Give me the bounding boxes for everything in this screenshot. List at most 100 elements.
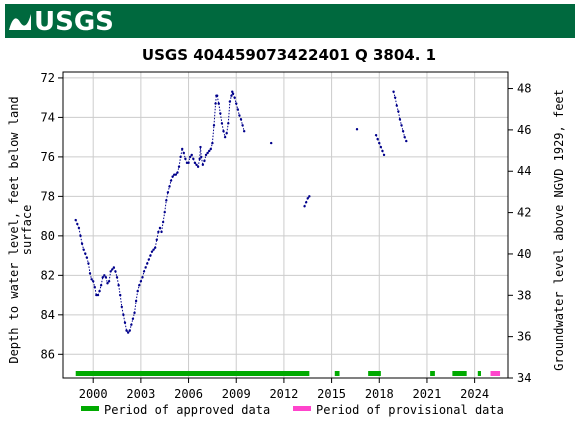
data-point <box>141 276 144 279</box>
x-tick-label: 2000 <box>79 387 108 401</box>
legend-approved-label: Period of approved data <box>104 403 270 417</box>
data-point <box>241 124 244 127</box>
x-tick-label: 2024 <box>460 387 489 401</box>
series-segment <box>165 192 169 201</box>
series-segment <box>79 235 83 244</box>
y-left-tick-label: 76 <box>41 150 55 164</box>
series-segment <box>94 287 97 296</box>
y-right-tick-label: 48 <box>517 82 531 96</box>
data-point <box>304 201 308 204</box>
data-point <box>146 262 149 265</box>
data-point <box>209 147 213 151</box>
approval-bar-approved <box>430 371 435 376</box>
data-point <box>184 157 187 161</box>
series-segment <box>199 146 201 159</box>
legend: Period of approved data Period of provis… <box>81 403 504 417</box>
data-point <box>82 248 85 251</box>
series-segment <box>226 123 229 134</box>
data-point <box>217 102 220 105</box>
data-point <box>76 222 79 226</box>
data-point <box>104 276 108 279</box>
series-segment <box>213 103 217 126</box>
data-point <box>74 218 77 222</box>
series-segment <box>161 221 164 232</box>
data-point <box>220 122 224 125</box>
data-point <box>215 94 219 97</box>
data-point <box>188 155 192 159</box>
data-point <box>374 133 378 137</box>
data-point <box>236 108 240 111</box>
data-point <box>199 145 202 149</box>
data-point <box>152 248 155 251</box>
series-segment <box>200 156 204 165</box>
data-point <box>192 157 195 161</box>
data-point <box>306 197 309 200</box>
data-point <box>87 262 90 265</box>
series-segment <box>119 295 123 307</box>
data-point <box>400 124 403 127</box>
data-point <box>171 175 174 178</box>
y-left-tick-label: 80 <box>41 229 55 243</box>
data-point <box>96 293 100 297</box>
legend-provisional-label: Period of provisional data <box>316 403 504 417</box>
data-point <box>112 266 116 269</box>
data-point <box>225 132 228 135</box>
data-point <box>355 128 359 131</box>
data-point <box>381 149 384 153</box>
data-point <box>182 151 185 155</box>
data-point <box>133 311 136 315</box>
series-segment <box>116 277 120 286</box>
y-right-tick-label: 42 <box>517 206 531 220</box>
approval-bar-approved <box>75 371 310 376</box>
series-segment <box>218 103 221 114</box>
series-segment <box>121 306 124 315</box>
series-segment <box>135 291 139 302</box>
data-point <box>153 246 157 249</box>
series-segment <box>122 314 126 323</box>
x-tick-label: 2015 <box>317 387 346 401</box>
data-point <box>223 135 227 139</box>
data-point <box>303 205 306 208</box>
data-point <box>158 226 162 230</box>
data-point <box>231 90 234 93</box>
data-point <box>180 147 184 151</box>
data-point <box>161 220 165 224</box>
usgs-logo: USGS <box>9 7 114 37</box>
data-point <box>131 317 135 320</box>
data-point <box>405 139 408 143</box>
data-point <box>136 289 139 293</box>
y-right-tick-label: 44 <box>517 164 531 178</box>
data-point <box>398 118 402 121</box>
y-right-tick-label: 38 <box>517 288 531 302</box>
data-point <box>379 145 383 149</box>
x-tick-label: 2009 <box>222 387 251 401</box>
data-point <box>144 266 147 269</box>
plot-frame <box>62 71 509 379</box>
x-tick-label: 2003 <box>126 387 155 401</box>
header-bar <box>5 4 575 38</box>
data-point <box>99 284 103 287</box>
x-tick-label: 2018 <box>365 387 394 401</box>
y-left-tick-label: 86 <box>41 347 55 361</box>
series-segment <box>197 158 201 167</box>
data-point <box>117 284 120 287</box>
data-point <box>214 102 217 105</box>
data-point <box>231 92 235 95</box>
y-left-tick-label: 84 <box>41 308 55 322</box>
data-point <box>101 276 104 279</box>
data-point <box>179 155 182 159</box>
data-point <box>393 96 397 99</box>
y-left-tick-label: 74 <box>41 110 55 124</box>
data-point <box>219 112 222 115</box>
series-segment <box>216 95 220 104</box>
data-point <box>166 191 170 194</box>
data-point <box>227 122 230 125</box>
data-point <box>190 153 193 157</box>
data-point <box>201 163 205 166</box>
data-point <box>228 100 232 103</box>
data-point <box>204 153 208 157</box>
data-point <box>125 329 128 332</box>
data-point <box>230 94 233 97</box>
y-left-tick-label: 72 <box>41 71 55 85</box>
